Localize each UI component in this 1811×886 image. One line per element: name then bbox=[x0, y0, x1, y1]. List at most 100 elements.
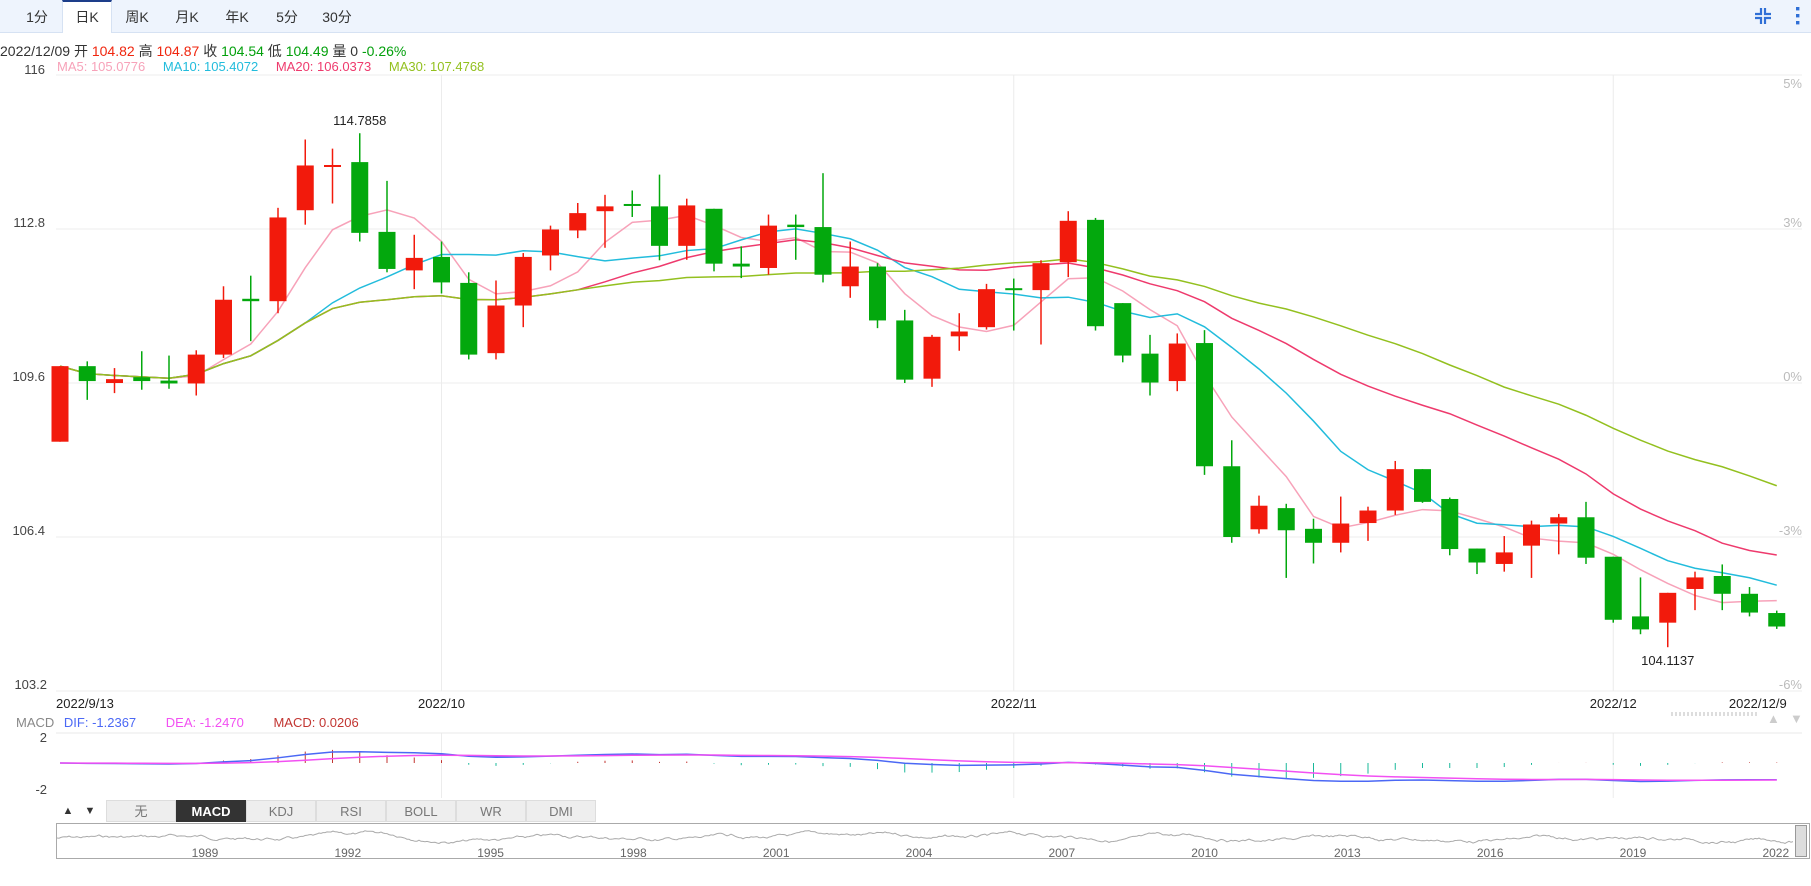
tab-5[interactable]: 5分 bbox=[276, 9, 298, 25]
candle bbox=[1059, 211, 1077, 278]
macd-tick-label: -2 bbox=[35, 782, 47, 797]
candle bbox=[1332, 496, 1350, 553]
compress-icon[interactable] bbox=[1753, 6, 1773, 26]
candle-body bbox=[1359, 510, 1377, 524]
candle-body bbox=[187, 354, 205, 384]
candle-body bbox=[950, 331, 968, 337]
tab-0[interactable]: 1分 bbox=[26, 9, 48, 25]
ma5-value: MA5: 105.0776 bbox=[57, 59, 146, 74]
candle-body bbox=[978, 289, 995, 328]
indicator-tab-rsi[interactable]: RSI bbox=[316, 800, 386, 822]
indicator-down-arrow[interactable]: ▼ bbox=[84, 805, 96, 817]
ma30-value: MA30: 107.4768 bbox=[388, 59, 485, 74]
volume-label: 量 bbox=[332, 43, 347, 59]
navigator-year-label: 1998 bbox=[620, 846, 647, 860]
candle bbox=[1632, 577, 1649, 635]
candle bbox=[1495, 536, 1513, 572]
candle bbox=[460, 272, 478, 360]
candle-body bbox=[514, 256, 532, 306]
dea-value: DEA: -1.2470 bbox=[165, 715, 244, 730]
candle bbox=[1686, 571, 1704, 611]
x-tick-label: 2022/9/13 bbox=[56, 696, 114, 711]
close-label: 收 bbox=[203, 43, 218, 59]
candle bbox=[869, 263, 886, 329]
candle-body bbox=[869, 266, 886, 321]
ma5-line bbox=[59, 209, 1777, 604]
candle-body bbox=[269, 217, 287, 302]
candle-body bbox=[1468, 548, 1486, 563]
candle-body bbox=[1632, 616, 1649, 630]
navigator-year-label: 2001 bbox=[762, 846, 790, 860]
candle-body bbox=[1577, 517, 1595, 558]
macd-tick-label: 2 bbox=[40, 730, 47, 745]
candle bbox=[324, 148, 341, 204]
candle-body bbox=[1250, 505, 1268, 530]
candle bbox=[269, 207, 287, 314]
candle-body bbox=[1659, 592, 1677, 623]
dea-line bbox=[59, 754, 1777, 782]
scroll-up-icon[interactable]: ▲ bbox=[1767, 711, 1780, 726]
candle-body bbox=[1087, 219, 1104, 327]
navigator-year-label: 1992 bbox=[334, 846, 362, 860]
candle-body bbox=[651, 206, 668, 246]
navigator-year-label: 1995 bbox=[477, 846, 504, 860]
tab-6[interactable]: 30分 bbox=[322, 9, 352, 25]
candle-body bbox=[106, 379, 123, 383]
candle-body bbox=[1332, 523, 1350, 543]
indicator-tab-boll[interactable]: BOLL bbox=[386, 800, 456, 822]
candle-body bbox=[1305, 528, 1322, 543]
candle-body bbox=[814, 227, 832, 275]
more-vertical-icon[interactable] bbox=[1788, 6, 1808, 26]
candle-body bbox=[1604, 556, 1622, 620]
candle bbox=[569, 203, 587, 239]
candle-body bbox=[1386, 469, 1404, 511]
indicator-tab-无[interactable]: 无 bbox=[106, 800, 176, 822]
y-tick-label: 112.8 bbox=[13, 215, 45, 230]
candle bbox=[1468, 548, 1486, 575]
candle-body bbox=[569, 213, 587, 231]
indicator-tab-wr[interactable]: WR bbox=[456, 800, 526, 822]
kline-chart[interactable]: 116 5% 112.8 3% 109.6 0% 106.4 -3% 103.2 -6% 2022/… bbox=[0, 0, 1811, 823]
candle bbox=[923, 334, 941, 387]
indicator-up-arrow[interactable]: ▲ bbox=[62, 805, 74, 817]
tab-3[interactable]: 月K bbox=[175, 9, 199, 25]
range-navigator[interactable]: 1989 1992 1995 1998 2001 2004 2007 2010 2013 2016… bbox=[56, 823, 1810, 860]
navigator-year-label: 1989 bbox=[191, 846, 219, 860]
candle-body bbox=[242, 298, 260, 302]
indicator-tab-dmi[interactable]: DMI bbox=[526, 800, 596, 822]
pct-tick-label: 3% bbox=[1783, 215, 1802, 230]
navigator-year-label: 2016 bbox=[1476, 846, 1504, 860]
candle bbox=[978, 283, 995, 330]
volume-value: 0 bbox=[350, 43, 359, 59]
candle bbox=[1114, 303, 1132, 363]
candle-body bbox=[542, 229, 559, 256]
candle-body bbox=[678, 205, 696, 246]
scroll-down-icon[interactable]: ▼ bbox=[1790, 711, 1803, 726]
candle-body bbox=[1768, 613, 1786, 627]
candle bbox=[1741, 587, 1758, 617]
candle bbox=[651, 174, 668, 261]
indicator-tab-kdj[interactable]: KDJ bbox=[246, 800, 316, 822]
x-tick-label: 2022/12 bbox=[1590, 696, 1637, 711]
ma30-line bbox=[59, 258, 1778, 487]
indicator-tab-macd[interactable]: MACD bbox=[176, 800, 246, 822]
candle bbox=[378, 180, 396, 273]
candle-body bbox=[1550, 517, 1568, 524]
candle bbox=[187, 350, 205, 396]
navigator-year-label: 2007 bbox=[1048, 846, 1076, 860]
candle-body bbox=[1005, 288, 1023, 291]
pct-tick-label: -6% bbox=[1779, 677, 1803, 692]
navigator-line bbox=[57, 830, 1794, 845]
candle-body bbox=[1277, 508, 1295, 531]
candle bbox=[1005, 278, 1023, 331]
ma10-line bbox=[59, 228, 1777, 586]
candle bbox=[133, 351, 151, 390]
tab-4[interactable]: 年K bbox=[225, 9, 249, 25]
low-value: 104.49 bbox=[285, 43, 329, 59]
navigator-handle[interactable] bbox=[1795, 825, 1807, 857]
candle-body bbox=[378, 231, 396, 269]
navigator-year-label: 2010 bbox=[1191, 846, 1218, 860]
tab-2[interactable]: 周K bbox=[125, 9, 149, 25]
tab-1[interactable]: 日K bbox=[62, 0, 112, 33]
candle-body bbox=[324, 164, 341, 167]
